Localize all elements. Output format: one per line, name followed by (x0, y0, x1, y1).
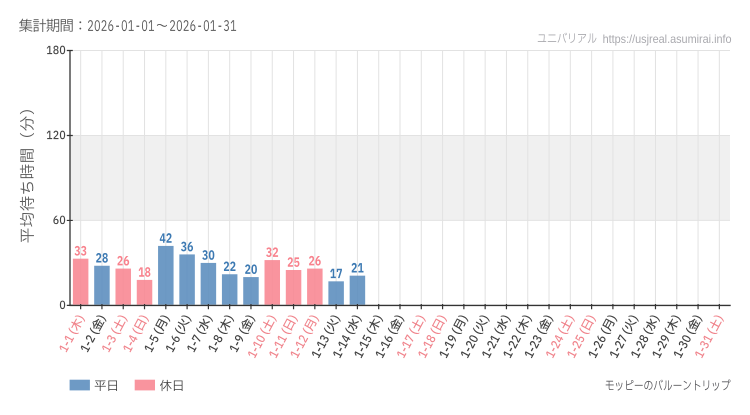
svg-text:https://usjreal.asumirai.info: https://usjreal.asumirai.info (603, 32, 732, 46)
